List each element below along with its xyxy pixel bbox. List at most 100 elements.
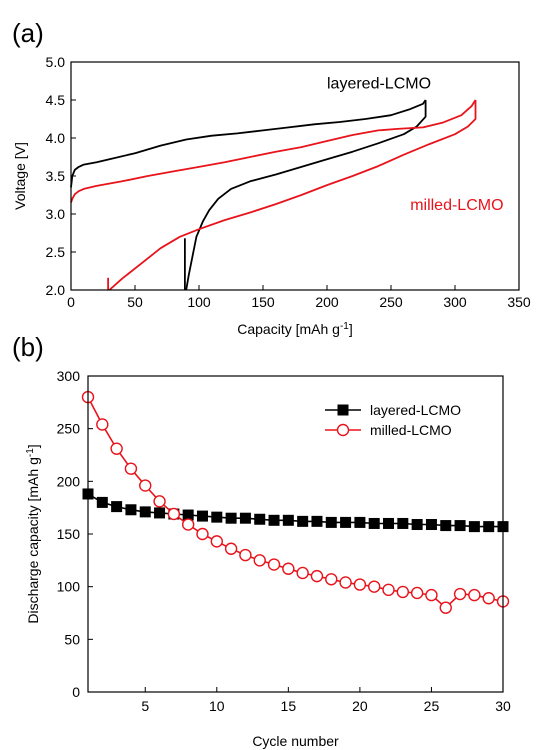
panel-b-x-tick-label-4: 25 <box>424 698 440 714</box>
panel-a-y-tick-label-1: 2.5 <box>46 244 66 260</box>
panel-a-x-tick-label-3: 150 <box>251 294 275 310</box>
panel-b-series-0-point-14 <box>282 514 294 526</box>
legend-marker-1 <box>336 423 350 437</box>
panel-b-series-1-point-25 <box>439 601 452 614</box>
panel-b-x-tick-label-3: 20 <box>352 698 368 714</box>
panel-b-x-axis-title: Cycle number <box>252 733 339 749</box>
panel-a-annotations: layered-LCMO milled-LCMO <box>327 76 504 215</box>
panel-b-series-1-point-2 <box>110 442 123 455</box>
panel-b-y-tick-label-6: 300 <box>57 368 81 384</box>
panel-b-series-0-point-9 <box>211 511 223 523</box>
panel-b-y-tick-label-3: 150 <box>57 526 81 542</box>
panel-b-series-1-point-3 <box>124 462 138 475</box>
panel-b-series-0-point-27 <box>468 521 480 533</box>
panel-b-series-1-point-27 <box>468 588 481 602</box>
panel-b-y-axis-title-sup: -1 <box>25 448 36 457</box>
panel-a-series-0-discharge-line <box>185 100 427 291</box>
panel-b-series-0-point-13 <box>268 514 280 526</box>
panel-b-series-1-point-14 <box>282 562 295 575</box>
panel-b-series-1-point-8 <box>196 527 209 541</box>
panel-b-series-1-point-1 <box>96 418 109 431</box>
panel-b-legend: layered-LCMO milled-LCMO <box>325 402 461 438</box>
panel-b-series-1-point-13 <box>267 558 281 571</box>
panel-b-y-tick-label-5: 250 <box>57 421 81 437</box>
panel-b-series-1-point-12 <box>253 554 266 567</box>
panel-b-series-0-point-16 <box>311 515 323 527</box>
legend-marker-0 <box>337 404 349 416</box>
panel-a-annotation-1: milled-LCMO <box>410 197 503 214</box>
panel-b-curves <box>81 390 510 614</box>
panel-b-series-0-point-22 <box>397 517 409 529</box>
panel-b-y-axis-title-main: Discharge capacity [mAh g <box>25 457 41 624</box>
panel-b-series-1-point-16 <box>310 569 324 583</box>
panel-b-y-tick-label-2: 100 <box>57 579 81 595</box>
panel-b-series-1-point-22 <box>396 585 410 599</box>
panel-b-series-0-point-8 <box>196 510 208 522</box>
panel-a-y-tick-label-6: 5.0 <box>46 54 66 70</box>
panel-a-y-tick-label-2: 3.0 <box>46 206 66 222</box>
panel-b-x-tick-label-2: 15 <box>281 698 297 714</box>
panel-b-series-1-point-7 <box>181 518 195 531</box>
panel-a-x-tick-label-5: 250 <box>379 294 403 310</box>
panel-b-series-1-point-26 <box>453 587 467 601</box>
panel-b-x-tick-label-0: 5 <box>141 698 149 714</box>
panel-a-x-tick-label-1: 50 <box>127 294 143 310</box>
legend-entry-1: milled-LCMO <box>370 422 452 438</box>
panel-b-series-0-point-4 <box>139 506 151 518</box>
panel-a-y-axis-title: Voltage [V] <box>12 142 28 210</box>
panel-b-series-0-point-17 <box>325 516 337 528</box>
panel-b-series-0-point-3 <box>125 504 137 516</box>
legend-entry-0: layered-LCMO <box>370 402 461 418</box>
panel-b-series-0-point-25 <box>440 520 452 532</box>
panel-b-series-0-point-5 <box>154 507 166 519</box>
panel-a-label: (a) <box>12 18 44 48</box>
panel-b-series-0-point-2 <box>111 501 123 513</box>
panel-a-y-tick-label-0: 2.0 <box>46 282 66 298</box>
panel-b-series-1-point-6 <box>167 507 181 521</box>
panel-a-ticks: 0 50 100 150 200 250 300 350 2.0 2.5 3.0 3.5 4.0 4.5 5… <box>46 54 531 310</box>
panel-a-plot-frame <box>70 61 520 291</box>
panel-a-y-tick-label-3: 3.5 <box>46 168 66 184</box>
panel-a-x-tick-label-2: 100 <box>187 294 211 310</box>
panel-b-series-0-point-20 <box>368 517 380 529</box>
panel-b-series-0-point-24 <box>425 519 437 531</box>
panel-b-series-1-point-18 <box>339 576 352 589</box>
panel-b-series-0-point-28 <box>483 521 495 533</box>
panel-b-y-axis-title-suffix: ] <box>25 444 41 448</box>
panel-b-series-0-point-11 <box>239 512 251 524</box>
panel-b-series-0-point-21 <box>383 517 395 529</box>
panel-a-annotation-0: layered-LCMO <box>327 76 431 93</box>
panel-a-x-axis-title-suffix: ] <box>349 321 353 337</box>
panel-a-series-1-charge-line <box>70 99 477 203</box>
panel-b-series-1-point-10 <box>224 542 238 555</box>
panel-a-series-0-charge-line <box>70 99 427 188</box>
panel-b-y-tick-label-1: 50 <box>64 631 80 647</box>
panel-b-label: (b) <box>12 332 44 362</box>
panel-a-x-tick-label-7: 350 <box>507 294 531 310</box>
panel-b-series-1-point-21 <box>382 583 395 597</box>
panel-b-series-1-point-24 <box>425 588 438 602</box>
panel-b-series-1-point-15 <box>296 566 309 580</box>
panel-b-x-tick-label-1: 10 <box>209 698 225 714</box>
panel-b-series-1-point-19 <box>353 578 367 591</box>
panel-b-y-tick-label-4: 200 <box>57 473 81 489</box>
panel-b-series-0-point-19 <box>354 516 366 528</box>
panel-a-x-tick-label-4: 200 <box>315 294 339 310</box>
panel-b-series-0-point-18 <box>340 516 352 528</box>
panel-b-series-1-point-28 <box>482 592 495 605</box>
panel-b-series-0-point-12 <box>254 513 266 525</box>
panel-b-series-0-point-23 <box>411 519 423 531</box>
panel-b-series-1-point-23 <box>410 586 424 600</box>
panel-b-series-0-point-10 <box>225 512 237 524</box>
panel-a-series-1-discharge-line <box>108 100 477 291</box>
panel-b-series-1-point-9 <box>210 535 223 548</box>
panel-b-series-1-point-11 <box>239 548 252 562</box>
panel-b-series-1-point-4 <box>139 479 152 492</box>
panel-b-series-1-point-5 <box>153 495 166 508</box>
panel-a-x-axis-title-sup: -1 <box>340 321 349 332</box>
panel-b-series-0-point-26 <box>454 520 466 532</box>
panel-a-x-axis-title: Capacity [mAh g-1] <box>237 321 353 338</box>
panel-b-series-1-point-20 <box>368 580 381 593</box>
